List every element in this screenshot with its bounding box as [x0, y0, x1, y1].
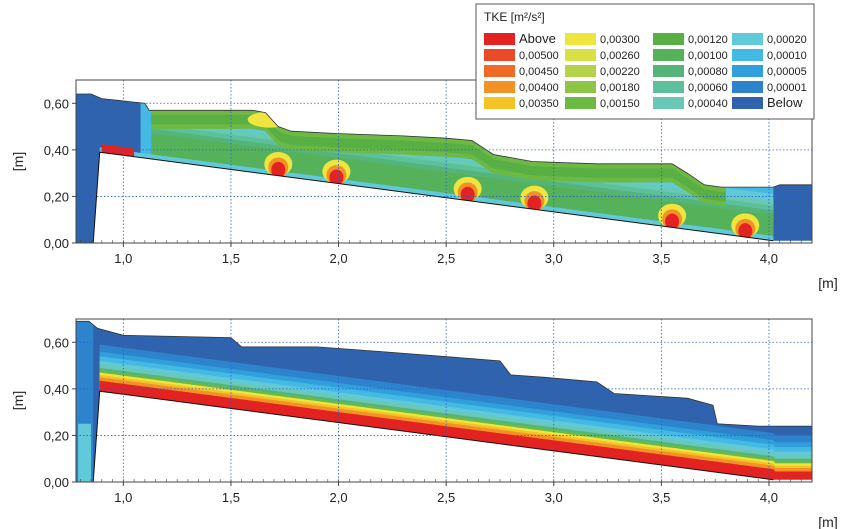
legend-swatch [484, 65, 515, 77]
x-tick-label: 3,0 [545, 490, 563, 505]
legend-label: 0,00500 [519, 50, 559, 62]
x-tick-label: 2,5 [437, 490, 455, 505]
legend-swatch [732, 33, 763, 45]
legend-swatch [484, 49, 515, 61]
x-tick-label: 3,5 [652, 490, 670, 505]
legend-label: 0,00001 [767, 82, 807, 94]
legend-label: 0,00220 [600, 66, 640, 78]
legend-swatch [565, 33, 596, 45]
x-tick-label: 3,0 [545, 251, 563, 266]
y-axis-label: [m] [10, 152, 26, 171]
legend-swatch [732, 65, 763, 77]
tke-band [144, 107, 726, 202]
legend-label: 0,00100 [688, 50, 728, 62]
x-axis-label: [m] [818, 514, 837, 529]
legend-swatch [565, 49, 596, 61]
x-tick-label: 4,0 [760, 251, 778, 266]
tke-band [99, 380, 812, 482]
x-tick-label: 2,0 [330, 490, 348, 505]
tke-band [247, 111, 292, 128]
x-tick-label: 2,0 [330, 251, 348, 266]
channel-bed [93, 391, 812, 482]
legend-label: 0,00020 [767, 34, 807, 46]
x-tick-label: 1,5 [222, 490, 240, 505]
legend-swatch [732, 49, 763, 61]
tke-hotspot [738, 223, 753, 240]
x-tick-label: 1,0 [114, 490, 132, 505]
legend-label: 0,00180 [600, 82, 640, 94]
legend-label: 0,00450 [519, 66, 559, 78]
tke-hotspot [329, 169, 344, 186]
y-tick-label: 0,00 [44, 236, 69, 251]
legend-label: 0,00040 [688, 98, 728, 110]
tke-hotspot [460, 186, 475, 203]
tke-band [78, 423, 92, 482]
legend-swatch [653, 81, 684, 93]
y-axis-label: [m] [10, 391, 26, 410]
free-surface [76, 93, 812, 188]
legend-label: 0,00080 [688, 66, 728, 78]
y-tick-label: 0,20 [44, 428, 69, 443]
legend-label: 0,00400 [519, 82, 559, 94]
legend-label: 0,00350 [519, 98, 559, 110]
channel-bed [93, 152, 812, 243]
legend-label: 0,00010 [767, 50, 807, 62]
x-tick-label: 1,0 [114, 251, 132, 266]
tke-contour-bottom: 1,0 1,5 2,0 2,5 3,0 3,5 4,0 0,00 0,20 0,40 0,60 [m]… [10, 318, 838, 529]
plot-frame [75, 318, 813, 483]
y-tick-label: 0,40 [44, 382, 69, 397]
legend-swatch [732, 81, 763, 93]
legend-label: 0,00300 [600, 34, 640, 46]
legend-swatch [484, 97, 515, 109]
y-tick-label: 0,60 [44, 96, 69, 111]
legend-swatch [732, 97, 763, 109]
legend-title: TKE [m²/s²] [484, 10, 545, 24]
legend-label: 0,00005 [767, 66, 807, 78]
legend-label: 0,00060 [688, 82, 728, 94]
bed-outline [92, 151, 774, 243]
legend-swatch [484, 81, 515, 93]
legend-label: Above [519, 31, 556, 46]
tke-hotspot [527, 195, 542, 212]
legend-swatch [653, 33, 684, 45]
legend-swatch [653, 65, 684, 77]
legend-label: 0,00260 [600, 50, 640, 62]
y-tick-label: 0,20 [44, 189, 69, 204]
x-tick-label: 2,5 [437, 251, 455, 266]
x-tick-label: 1,5 [222, 251, 240, 266]
plot-frame [75, 79, 813, 244]
legend-frame [475, 3, 815, 120]
tke-band [101, 144, 135, 157]
x-axis-label: [m] [818, 275, 837, 291]
x-tick-label: 3,5 [652, 251, 670, 266]
tke-hotspot [665, 213, 680, 230]
legend-swatch [653, 49, 684, 61]
legend-label: 0,00120 [688, 34, 728, 46]
legend-label: Below [767, 95, 803, 110]
tke-band [144, 103, 726, 206]
legend-swatch [565, 81, 596, 93]
y-tick-label: 0,40 [44, 143, 69, 158]
legend-swatch [565, 65, 596, 77]
legend-swatch [653, 97, 684, 109]
tke-legend: TKE [m²/s²] Above 0,00500 0,00450 0,00400 0,… [475, 3, 815, 120]
legend-swatch [484, 33, 515, 45]
legend-label: 0,00150 [600, 98, 640, 110]
legend-entries: Above 0,00500 0,00450 0,00400 0,00350 0,00300… [484, 31, 807, 110]
legend-swatch [565, 97, 596, 109]
y-tick-label: 0,00 [44, 475, 69, 490]
bed-outline [92, 390, 774, 482]
y-tick-label: 0,60 [44, 335, 69, 350]
x-tick-label: 4,0 [760, 490, 778, 505]
free-surface [76, 320, 812, 427]
tke-hotspot [271, 161, 286, 178]
